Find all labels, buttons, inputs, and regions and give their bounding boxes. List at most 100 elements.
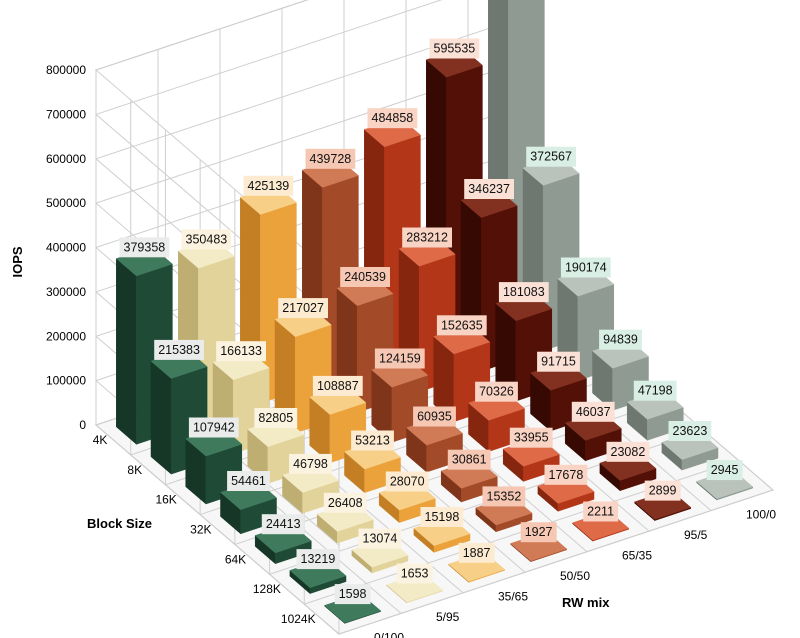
data-label: 595535	[429, 38, 480, 59]
data-label-box	[340, 267, 390, 287]
block-size-axis-title: Block Size	[87, 516, 152, 531]
data-label: 124159	[374, 348, 425, 369]
data-label-box	[436, 315, 487, 336]
rw-mix-tick-label: 35/65	[498, 590, 528, 604]
data-label-text: 346237	[468, 182, 510, 196]
rw-mix-tick-label: 65/35	[622, 548, 652, 562]
y-tick-label: 500000	[46, 196, 86, 210]
data-label-box	[305, 148, 356, 169]
bar-side	[150, 360, 172, 475]
y-axis-title: IOPS	[10, 246, 25, 277]
data-label-text: 152635	[441, 318, 483, 332]
data-label-box	[323, 492, 367, 513]
data-label-text: 91715	[541, 355, 576, 369]
data-label-box	[358, 528, 402, 549]
data-label-text: 26408	[328, 496, 363, 510]
data-label-box	[583, 501, 619, 522]
data-label-text: 82805	[258, 411, 293, 425]
data-label-text: 30861	[452, 453, 487, 467]
data-label-box	[668, 421, 712, 441]
rw-mix-tick-label: 100/0	[746, 507, 776, 521]
y-tick-label: 700000	[46, 107, 86, 121]
data-label-box	[227, 471, 270, 491]
data-label-text: 17678	[549, 468, 584, 482]
block-size-tick-label: 128K	[253, 582, 281, 596]
data-label-box	[458, 542, 495, 563]
data-label-box	[154, 339, 204, 360]
data-label-text: 15198	[425, 510, 460, 524]
data-label-box	[261, 514, 305, 535]
data-label: 425139	[243, 175, 294, 196]
data-label: 30861	[447, 449, 491, 470]
data-label-text: 46037	[576, 405, 611, 419]
data-label-box	[537, 351, 580, 372]
data-label-box	[509, 427, 553, 448]
data-label-text: 60935	[417, 410, 452, 424]
data-label-text: 1653	[401, 567, 429, 581]
data-label-text: 46798	[293, 457, 328, 471]
data-label-box	[385, 471, 429, 492]
data-label-text: 379358	[124, 240, 166, 254]
data-label-box	[633, 380, 677, 401]
data-label: 28070	[385, 471, 429, 492]
block-size-ticks: 4K 8K 16K 32K 64K 128K 1024K	[93, 433, 316, 626]
data-label-box	[464, 179, 514, 199]
data-label-box	[447, 449, 491, 470]
data-label-text: 283212	[406, 231, 448, 245]
block-size-tick-label: 8K	[127, 463, 142, 477]
data-label: 190174	[560, 257, 611, 278]
data-label: 166133	[216, 341, 266, 362]
y-tick-label: 0	[79, 418, 86, 432]
data-label-text: 54461	[231, 474, 266, 488]
block-size-tick-label: 64K	[225, 552, 246, 566]
data-label: 47198	[633, 380, 677, 401]
data-label-box	[296, 549, 340, 570]
data-label-text: 107942	[193, 421, 235, 435]
data-label-text: 181083	[503, 285, 545, 299]
data-label-box	[520, 522, 557, 543]
data-label: 24413	[261, 514, 305, 535]
data-label-text: 350483	[186, 233, 228, 247]
data-label: 2899	[644, 480, 681, 501]
data-label-box	[243, 175, 294, 196]
data-label-box	[119, 237, 170, 258]
data-label-text: 15352	[487, 489, 522, 503]
data-label-text: 108887	[317, 379, 359, 393]
data-label: 283212	[402, 227, 452, 248]
data-label-text: 2945	[711, 463, 739, 477]
y-tick-label: 300000	[46, 285, 86, 299]
data-label-box	[367, 108, 418, 129]
data-label-text: 13074	[363, 532, 398, 546]
data-label-box	[312, 375, 363, 396]
data-label: 484858	[367, 108, 418, 129]
data-label: 15352	[482, 486, 526, 507]
data-label-box	[188, 417, 239, 438]
data-label: 2945	[706, 460, 743, 481]
y-tick-label: 200000	[46, 329, 86, 343]
data-label-text: 217027	[282, 301, 324, 315]
data-label-box	[606, 441, 650, 462]
data-label-text: 372567	[530, 150, 572, 164]
data-label-box	[526, 146, 576, 167]
data-label: 240539	[340, 267, 390, 287]
data-label: 350483	[181, 229, 232, 250]
y-axis-ticks: 0 100000 200000 300000 400000 500000 600000 700…	[46, 63, 86, 432]
block-size-tick-label: 1024K	[281, 612, 316, 626]
data-label-box	[216, 341, 266, 362]
data-label-box	[706, 460, 743, 481]
data-label-text: 47198	[638, 384, 673, 398]
data-label-text: 1598	[339, 587, 367, 601]
data-label-text: 1887	[463, 546, 491, 560]
data-label: 107942	[188, 417, 239, 438]
data-label-text: 439728	[310, 152, 352, 166]
rw-mix-tick-label: 95/5	[684, 528, 708, 542]
data-label-box	[482, 486, 526, 507]
data-label: 17678	[544, 464, 588, 485]
data-label-text: 53213	[355, 434, 390, 448]
data-label: 70326	[475, 381, 518, 402]
data-label: 215383	[154, 339, 204, 360]
data-label-text: 1927	[525, 525, 553, 539]
data-label-text: 240539	[344, 270, 386, 284]
rw-mix-tick-label: 5/95	[436, 610, 460, 624]
data-label: 23623	[668, 421, 712, 441]
